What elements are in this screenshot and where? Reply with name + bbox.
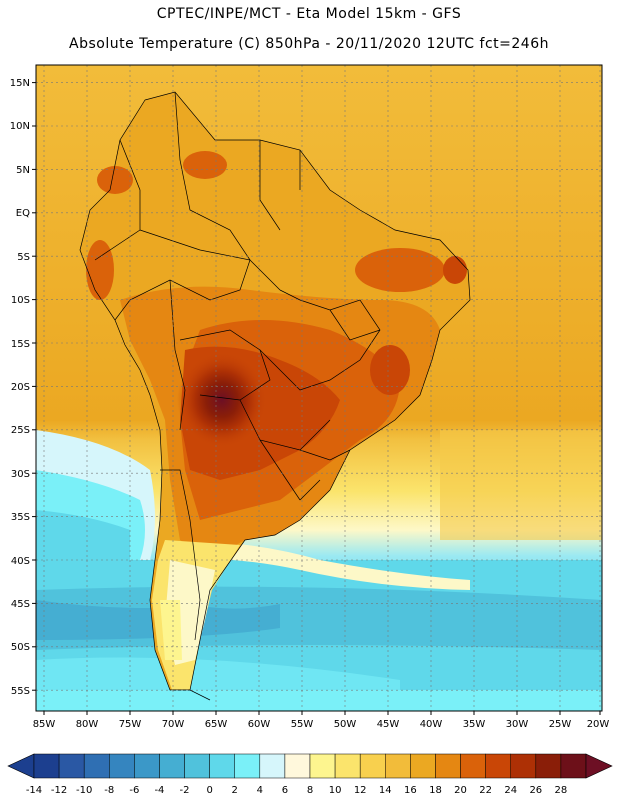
- colorbar-label: 14: [379, 785, 392, 796]
- latitude-labels: 15N 10N 5N EQ 5S 10S 15S 20S 25S 30S 35S…: [10, 78, 30, 697]
- colorbar-label: -2: [180, 785, 190, 796]
- colorbar-label: 10: [329, 785, 342, 796]
- colorbar-label: -12: [51, 785, 67, 796]
- colorbar-swatch: [33, 753, 60, 779]
- colorbar-swatch: [435, 753, 461, 779]
- chart-subtitle: Absolute Temperature (C) 850hPa - 20/11/…: [69, 36, 549, 52]
- colorbar-swatch: [309, 753, 336, 779]
- lon-label: 85W: [33, 719, 56, 730]
- colorbar-label: 16: [404, 785, 417, 796]
- lat-label: 5S: [17, 252, 30, 263]
- colorbar: -14 -12 -10 -8 -6 -4 -2 0 2 4 6 8 10 12 14 16 18 20 22 24 26…: [7, 753, 613, 796]
- colorbar-swatch: [560, 753, 587, 779]
- lon-label: 20W: [587, 719, 610, 730]
- colorbar-under-arrow: [7, 753, 35, 779]
- lon-label: 55W: [291, 719, 314, 730]
- colorbar-label: 28: [555, 785, 568, 796]
- graticule: [36, 65, 602, 711]
- colorbar-swatch: [410, 753, 436, 779]
- lon-label: 30W: [506, 719, 529, 730]
- lon-label: 80W: [76, 719, 99, 730]
- colorbar-label: 0: [206, 785, 212, 796]
- colorbar-swatch: [385, 753, 411, 779]
- colorbar-label: 20: [454, 785, 467, 796]
- colorbar-label: 24: [504, 785, 517, 796]
- colorbar-label: 6: [282, 785, 288, 796]
- colorbar-swatch: [510, 753, 537, 779]
- lat-label: 15S: [11, 339, 30, 350]
- colorbar-swatch: [58, 753, 85, 779]
- colorbar-label: 2: [232, 785, 238, 796]
- lon-label: 25W: [549, 719, 572, 730]
- colorbar-swatch: [485, 753, 511, 779]
- colorbar-label: -4: [154, 785, 164, 796]
- colorbar-swatch: [209, 753, 235, 779]
- colorbar-swatch: [184, 753, 210, 779]
- colorbar-swatch: [259, 753, 286, 779]
- map-frame: [35, 64, 603, 712]
- lon-label: 45W: [377, 719, 400, 730]
- lat-label: 30S: [11, 469, 30, 480]
- colorbar-swatch: [159, 753, 185, 779]
- lat-label: 20S: [11, 382, 30, 393]
- colorbar-swatch: [134, 753, 160, 779]
- colorbar-label: -8: [104, 785, 114, 796]
- lat-label: 10N: [10, 121, 30, 132]
- colorbar-label: 26: [529, 785, 542, 796]
- lat-label: 15N: [10, 78, 30, 89]
- colorbar-label: -6: [129, 785, 139, 796]
- longitude-labels: 85W 80W 75W 70W 65W 60W 55W 50W 45W 40W …: [33, 719, 610, 730]
- lat-label: 10S: [11, 295, 30, 306]
- lon-label: 65W: [205, 719, 228, 730]
- colorbar-swatch: [334, 753, 361, 779]
- colorbar-label: 18: [429, 785, 442, 796]
- colorbar-label: 8: [307, 785, 313, 796]
- colorbar-label: 12: [354, 785, 367, 796]
- colorbar-label: 4: [257, 785, 263, 796]
- colorbar-swatch: [284, 753, 311, 779]
- lat-label: 40S: [11, 556, 30, 567]
- colorbar-swatch: [460, 753, 486, 779]
- colorbar-swatch: [83, 753, 110, 779]
- lon-label: 40W: [420, 719, 443, 730]
- lat-label: EQ: [16, 208, 30, 219]
- lon-label: 75W: [119, 719, 142, 730]
- colorbar-swatch: [359, 753, 386, 779]
- colorbar-label: -14: [26, 785, 42, 796]
- temperature-field: [36, 65, 602, 711]
- axis-ticks: [32, 82, 601, 715]
- colorbar-label: -10: [76, 785, 92, 796]
- lat-label: 45S: [11, 599, 30, 610]
- lat-label: 50S: [11, 642, 30, 653]
- chart-title: CPTEC/INPE/MCT - Eta Model 15km - GFS: [156, 6, 462, 22]
- colorbar-label: 22: [479, 785, 492, 796]
- lat-label: 55S: [11, 686, 30, 697]
- lon-label: 60W: [248, 719, 271, 730]
- lat-label: 25S: [11, 425, 30, 436]
- lat-label: 35S: [11, 512, 30, 523]
- colorbar-over-arrow: [585, 753, 613, 779]
- lon-label: 35W: [463, 719, 486, 730]
- colorbar-swatch: [535, 753, 562, 779]
- colorbar-swatch: [109, 753, 135, 779]
- colorbar-swatch: [234, 753, 261, 779]
- lon-label: 50W: [334, 719, 357, 730]
- lat-label: 5N: [16, 165, 30, 176]
- lon-label: 70W: [162, 719, 185, 730]
